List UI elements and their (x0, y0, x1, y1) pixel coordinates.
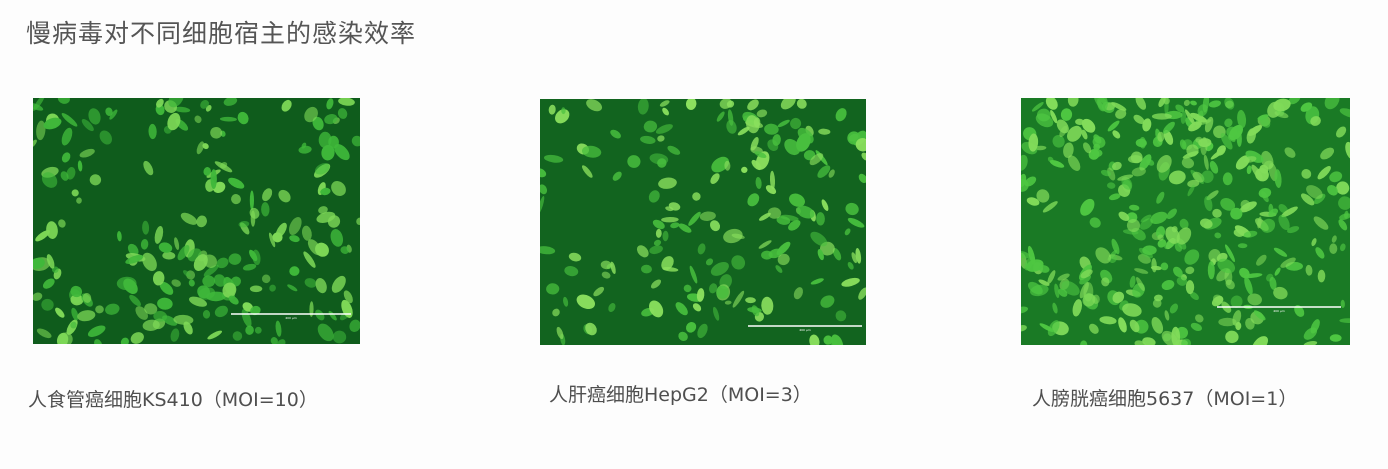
micrograph-image: 400 µm (540, 99, 866, 345)
micrograph-image: 400 µm (33, 98, 360, 344)
fluorescent-cells (1021, 98, 1350, 345)
caption-hepg2: 人肝癌细胞HepG2（MOI=3） (549, 384, 812, 406)
micrograph-image: 400 µm (1021, 98, 1350, 345)
page-title: 慢病毒对不同细胞宿主的感染效率 (26, 19, 417, 48)
caption-5637: 人膀胱癌细胞5637（MOI=1） (1032, 388, 1298, 410)
scale-bar-label: 400 µm (285, 316, 297, 320)
fluorescent-cells (540, 99, 866, 345)
micrograph-hepg2: 400 µm (540, 99, 866, 345)
scale-bar-label: 400 µm (1273, 309, 1285, 313)
fluorescent-cells (33, 98, 360, 344)
micrograph-5637: 400 µm (1021, 98, 1350, 345)
micrograph-ks410: 400 µm (33, 98, 360, 344)
caption-ks410: 人食管癌细胞KS410（MOI=10） (28, 389, 318, 411)
scale-bar-label: 400 µm (799, 328, 811, 332)
